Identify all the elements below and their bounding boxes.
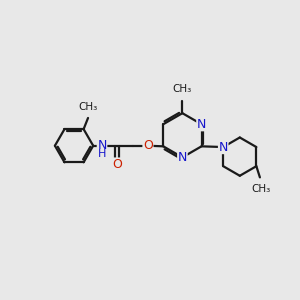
Text: CH₃: CH₃ xyxy=(173,84,192,94)
Text: N: N xyxy=(197,118,206,131)
Text: N: N xyxy=(178,151,187,164)
Text: O: O xyxy=(112,158,122,171)
Text: N: N xyxy=(218,141,228,154)
Text: H: H xyxy=(98,149,106,159)
Text: CH₃: CH₃ xyxy=(252,184,271,194)
Text: N: N xyxy=(97,139,107,152)
Text: CH₃: CH₃ xyxy=(78,102,98,112)
Text: O: O xyxy=(143,139,153,152)
